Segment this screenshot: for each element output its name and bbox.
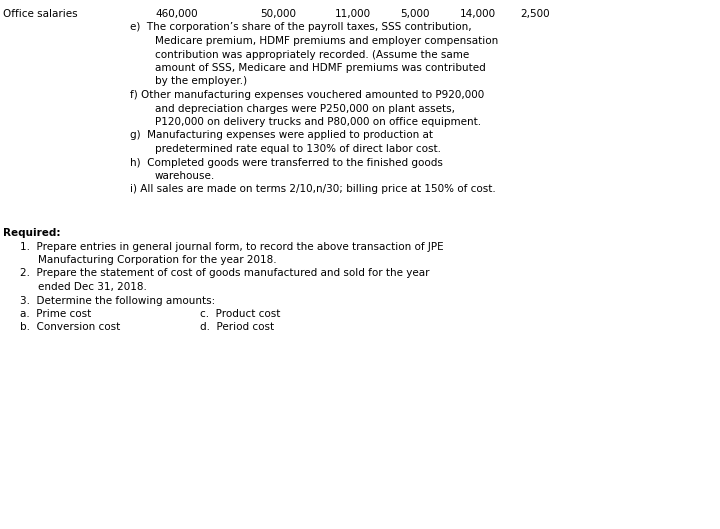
Text: 2.  Prepare the statement of cost of goods manufactured and sold for the year: 2. Prepare the statement of cost of good… xyxy=(20,269,430,278)
Text: h)  Completed goods were transferred to the finished goods: h) Completed goods were transferred to t… xyxy=(130,158,443,168)
Text: amount of SSS, Medicare and HDMF premiums was contributed: amount of SSS, Medicare and HDMF premium… xyxy=(155,63,486,73)
Text: c.  Product cost: c. Product cost xyxy=(200,309,280,319)
Text: 11,000: 11,000 xyxy=(335,9,371,19)
Text: 1.  Prepare entries in general journal form, to record the above transaction of : 1. Prepare entries in general journal fo… xyxy=(20,242,444,251)
Text: Manufacturing Corporation for the year 2018.: Manufacturing Corporation for the year 2… xyxy=(38,255,276,265)
Text: P120,000 on delivery trucks and P80,000 on office equipment.: P120,000 on delivery trucks and P80,000 … xyxy=(155,117,481,127)
Text: g)  Manufacturing expenses were applied to production at: g) Manufacturing expenses were applied t… xyxy=(130,131,433,141)
Text: e)  The corporation’s share of the payroll taxes, SSS contribution,: e) The corporation’s share of the payrol… xyxy=(130,23,472,32)
Text: Required:: Required: xyxy=(3,228,60,238)
Text: Medicare premium, HDMF premiums and employer compensation: Medicare premium, HDMF premiums and empl… xyxy=(155,36,498,46)
Text: 460,000: 460,000 xyxy=(155,9,197,19)
Text: a.  Prime cost: a. Prime cost xyxy=(20,309,91,319)
Text: warehouse.: warehouse. xyxy=(155,171,215,181)
Text: and depreciation charges were P250,000 on plant assets,: and depreciation charges were P250,000 o… xyxy=(155,104,455,114)
Text: Office salaries: Office salaries xyxy=(3,9,78,19)
Text: d.  Period cost: d. Period cost xyxy=(200,323,274,333)
Text: contribution was appropriately recorded. (Assume the same: contribution was appropriately recorded.… xyxy=(155,50,469,59)
Text: 3.  Determine the following amounts:: 3. Determine the following amounts: xyxy=(20,296,215,306)
Text: predetermined rate equal to 130% of direct labor cost.: predetermined rate equal to 130% of dire… xyxy=(155,144,441,154)
Text: f) Other manufacturing expenses vouchered amounted to P920,000: f) Other manufacturing expenses vouchere… xyxy=(130,90,485,100)
Text: 2,500: 2,500 xyxy=(520,9,549,19)
Text: ended Dec 31, 2018.: ended Dec 31, 2018. xyxy=(38,282,147,292)
Text: by the employer.): by the employer.) xyxy=(155,77,247,87)
Text: 50,000: 50,000 xyxy=(260,9,296,19)
Text: 14,000: 14,000 xyxy=(460,9,496,19)
Text: b.  Conversion cost: b. Conversion cost xyxy=(20,323,120,333)
Text: 5,000: 5,000 xyxy=(400,9,430,19)
Text: i) All sales are made on terms 2/10,n/30; billing price at 150% of cost.: i) All sales are made on terms 2/10,n/30… xyxy=(130,185,496,195)
